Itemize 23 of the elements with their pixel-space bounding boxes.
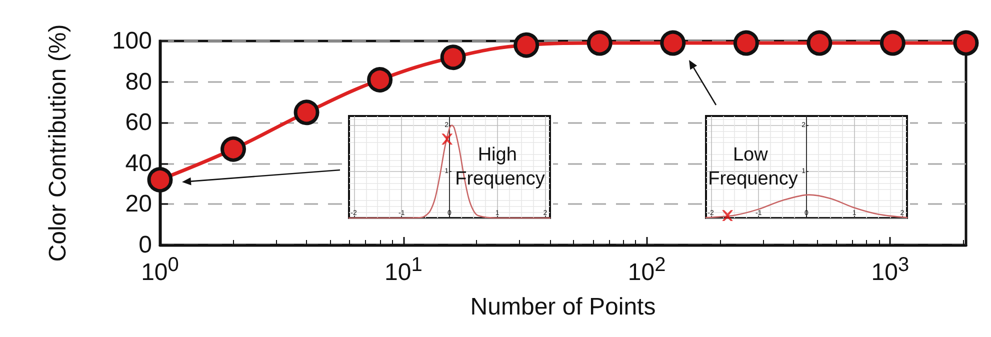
line-series bbox=[705, 194, 908, 218]
annotation: Low Frequency bbox=[708, 144, 798, 190]
y-tick-label: 40 bbox=[125, 150, 152, 177]
point bbox=[953, 30, 979, 56]
point bbox=[660, 30, 686, 56]
point bbox=[880, 30, 906, 56]
point bbox=[806, 30, 832, 56]
point bbox=[220, 136, 246, 162]
y-tick-label: 60 bbox=[125, 109, 152, 136]
point bbox=[733, 30, 759, 56]
point bbox=[367, 67, 393, 93]
point bbox=[294, 100, 320, 126]
y-axis-title: Color Contribution (%) bbox=[44, 24, 72, 262]
point bbox=[440, 44, 466, 70]
y-tick-label: 80 bbox=[125, 68, 152, 96]
x-axis-title: Number of Points bbox=[470, 294, 656, 320]
point bbox=[586, 30, 612, 56]
x-tick-label: 10$^{1}$ bbox=[384, 254, 422, 286]
point bbox=[514, 32, 540, 58]
y-tick-label: 100 bbox=[112, 28, 152, 54]
y-tick-label: 20 bbox=[125, 190, 152, 218]
x-tick-label: 10$^{3}$ bbox=[871, 254, 910, 286]
x-tick-label: 10$^{2}$ bbox=[628, 254, 666, 286]
